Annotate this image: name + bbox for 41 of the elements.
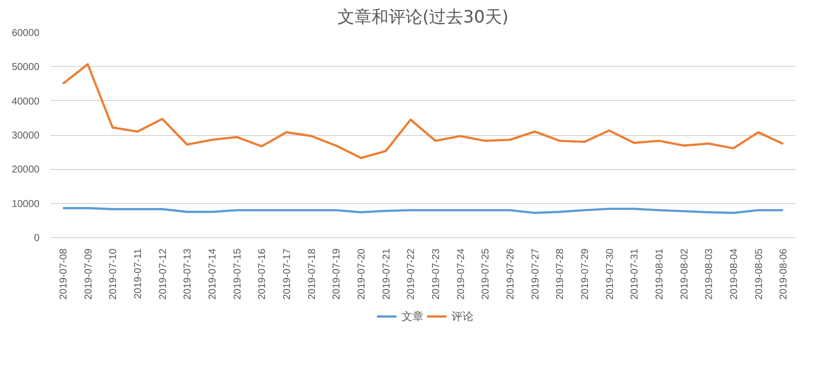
y-tick-label: 30000 — [12, 130, 40, 142]
x-tick-label: 2019-07-08 — [58, 248, 70, 300]
x-tick-label: 2019-08-04 — [728, 248, 740, 300]
x-tick-label: 2019-07-13 — [182, 248, 194, 300]
legend-label: 文章 — [402, 308, 424, 324]
x-tick-label: 2019-07-18 — [306, 248, 318, 300]
line-series — [62, 63, 784, 159]
x-tick-label: 2019-07-21 — [381, 248, 392, 300]
x-tick-label: 2019-07-24 — [456, 248, 467, 300]
x-tick-label: 2019-07-15 — [232, 248, 244, 300]
x-tick-label: 2019-07-16 — [257, 248, 268, 300]
x-tick-label: 2019-07-30 — [604, 248, 616, 300]
x-tick-label: 2019-07-26 — [505, 248, 516, 300]
x-tick-label: 2019-07-29 — [580, 248, 591, 300]
y-tick-label: 50000 — [12, 62, 40, 74]
x-tick-label: 2019-07-14 — [207, 248, 218, 300]
x-tick-label: 2019-07-17 — [282, 248, 293, 300]
x-tick-label: 2019-08-03 — [704, 248, 716, 300]
x-tick-label: 2019-07-11 — [132, 248, 144, 299]
legend-label: 评论 — [452, 308, 474, 324]
x-tick-label: 2019-07-31 — [630, 248, 641, 300]
x-tick-label: 2019-07-10 — [108, 248, 120, 300]
x-tick-label: 2019-07-20 — [356, 248, 368, 300]
x-tick-label: 2019-08-01 — [654, 248, 666, 300]
x-tick-label: 2019-07-23 — [430, 248, 442, 300]
x-tick-label: 2019-07-28 — [555, 248, 566, 300]
y-tick-label: 10000 — [12, 198, 40, 210]
x-tick-label: 2019-07-09 — [83, 248, 94, 300]
x-tick-label: 2019-07-27 — [530, 248, 542, 300]
x-tick-label: 2019-07-12 — [158, 248, 169, 300]
x-tick-label: 2019-08-02 — [679, 248, 690, 300]
y-tick-label: 40000 — [12, 96, 40, 108]
x-tick-label: 2019-07-22 — [406, 248, 418, 300]
y-tick-label: 60000 — [12, 28, 40, 39]
x-tick-label: 2019-07-19 — [332, 248, 343, 300]
chart-title: 文章和评论(过去30天) — [338, 8, 508, 28]
x-tick-label: 2019-08-05 — [754, 248, 765, 300]
y-tick-label: 20000 — [12, 164, 40, 176]
x-tick-label: 2019-07-25 — [480, 248, 492, 300]
x-tick-label: 2019-08-06 — [778, 248, 790, 300]
y-tick-label: 0 — [34, 233, 40, 244]
